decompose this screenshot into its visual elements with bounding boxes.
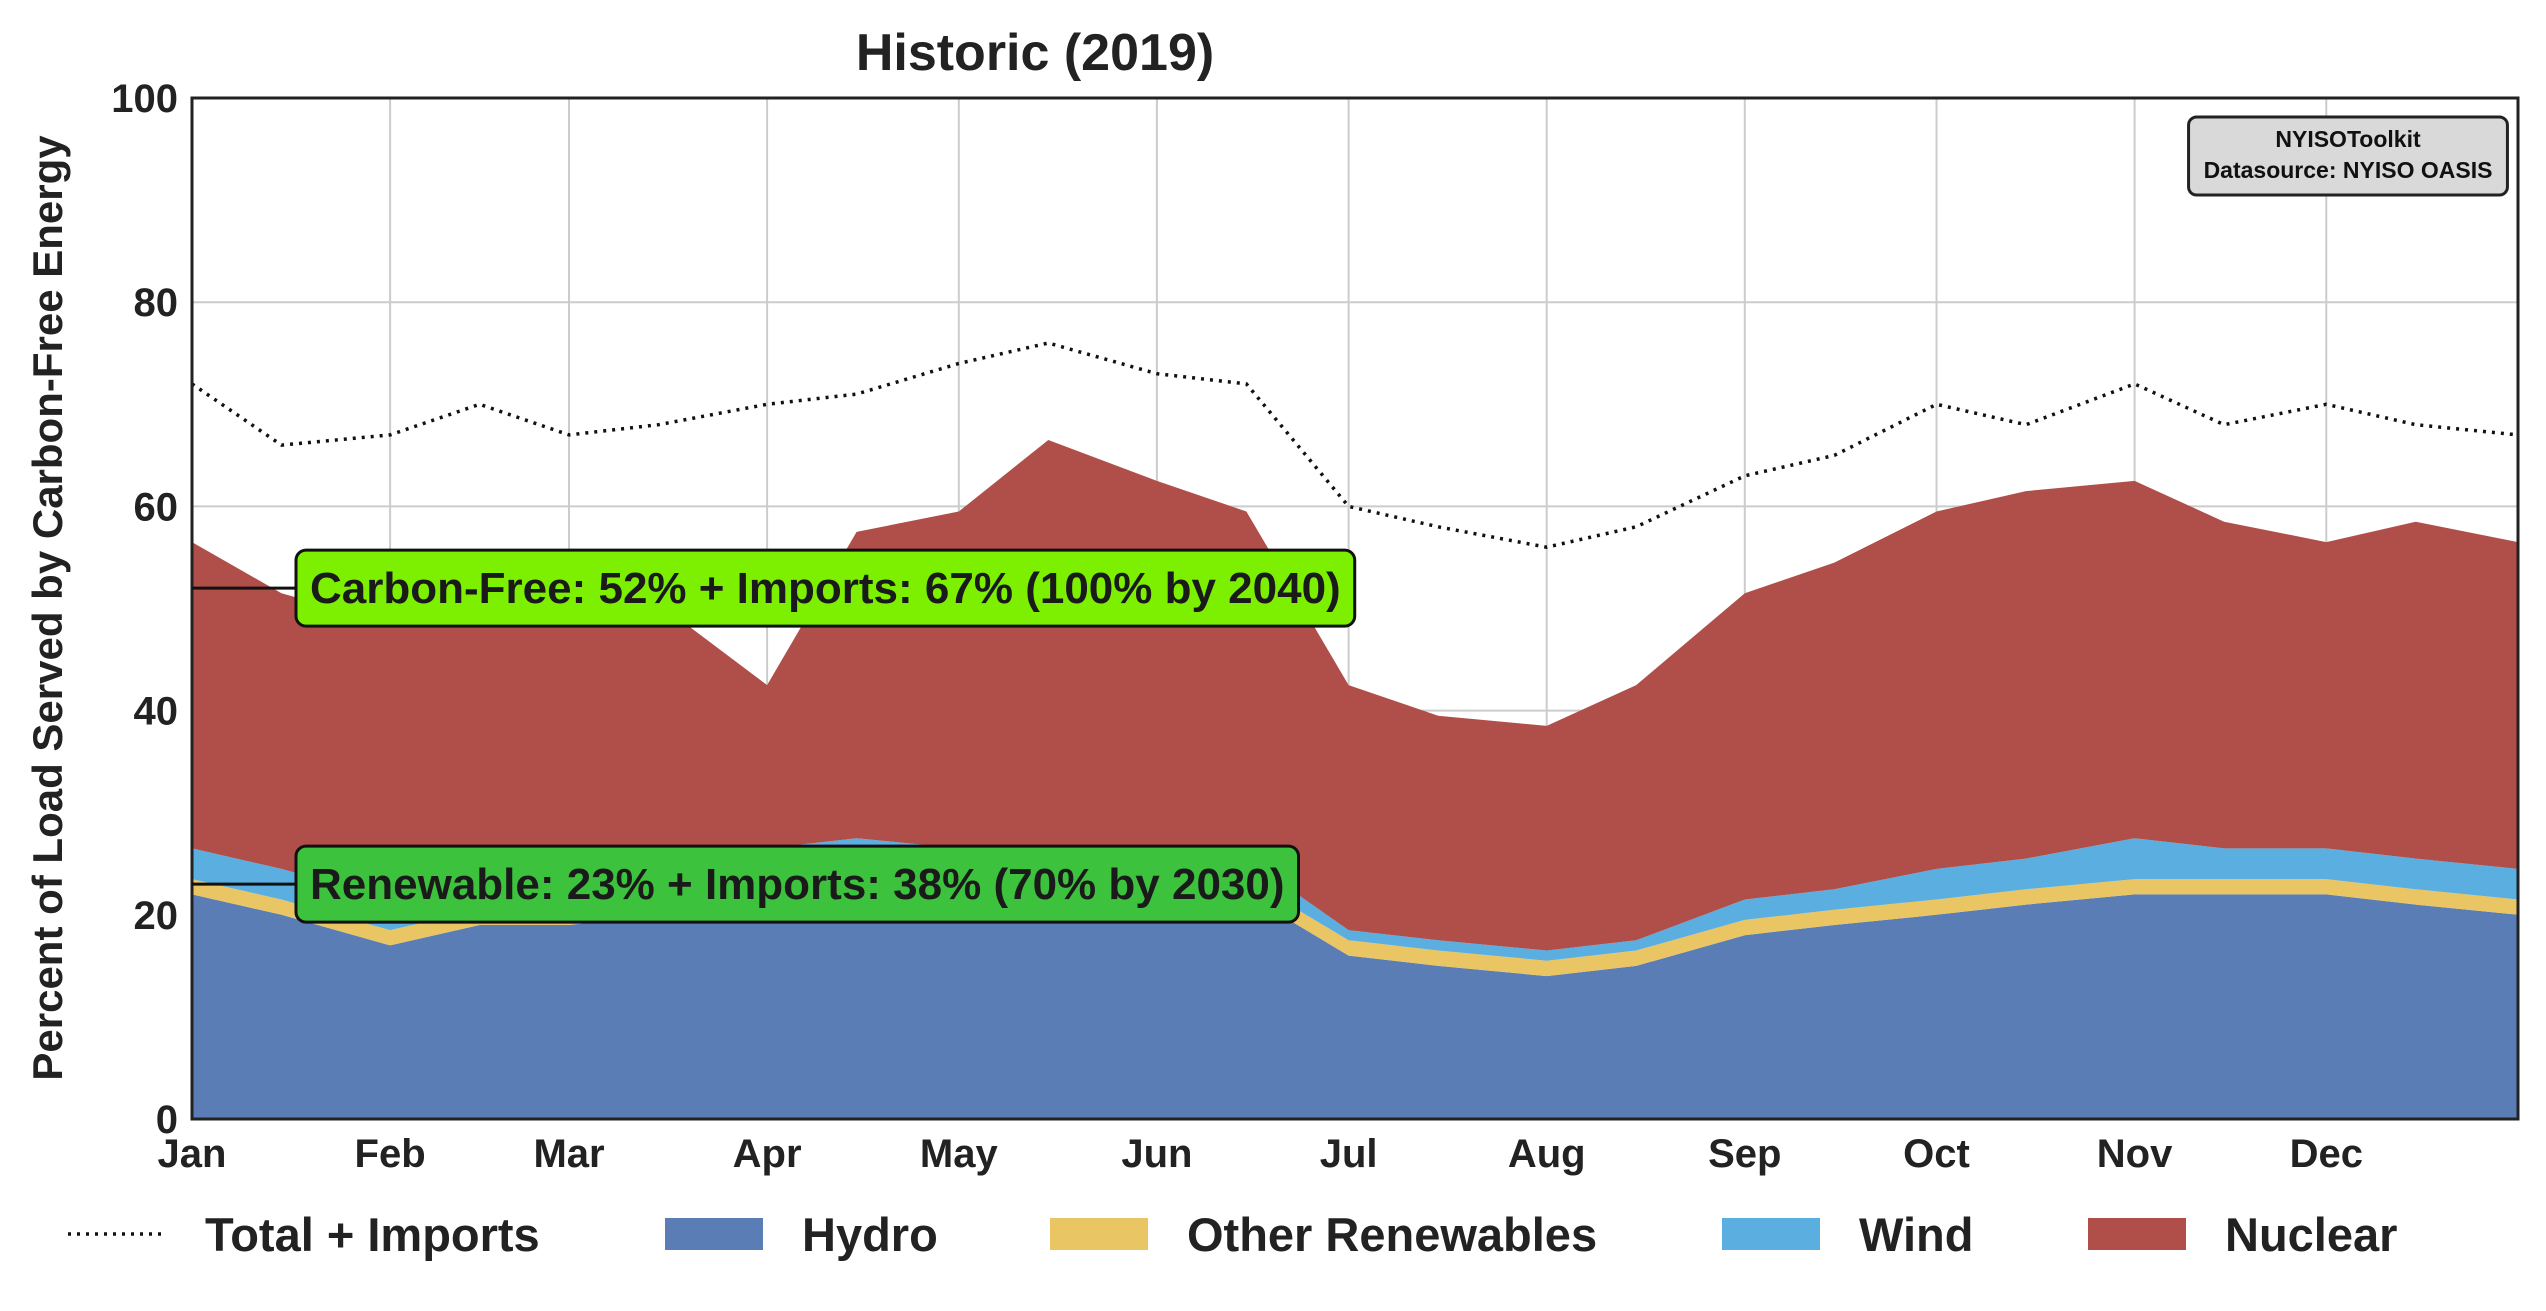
x-tick-label: Mar	[533, 1132, 604, 1176]
legend-label-nuclear: Nuclear	[2225, 1208, 2397, 1261]
x-tick-label: May	[920, 1132, 999, 1176]
x-tick-label: Jul	[1320, 1132, 1378, 1176]
annotation-text: Carbon-Free: 52% + Imports: 67% (100% by…	[310, 564, 1341, 613]
x-tick-label: Sep	[1708, 1132, 1781, 1176]
x-tick-label: Aug	[1508, 1132, 1586, 1176]
y-tick-label: 100	[111, 77, 178, 121]
legend-swatch-wind	[1722, 1218, 1820, 1250]
y-tick-label: 60	[134, 485, 179, 529]
legend-swatch-hydro	[665, 1218, 763, 1250]
y-tick-label: 0	[156, 1098, 178, 1142]
legend-label-wind: Wind	[1859, 1208, 1973, 1261]
annotation-box	[294, 548, 1357, 628]
x-ticks: Jan Feb Mar Apr May Jun Jul Aug Sep Oct Nov Dec	[158, 1132, 2363, 1176]
annotation-text: Renewable: 23% + Imports: 38% (70% by 20…	[310, 860, 1285, 909]
legend-label-other-renewables: Other Renewables	[1187, 1208, 1597, 1261]
plot-frame	[190, 96, 2520, 1121]
source-box: NYISOToolkit Datasource: NYISO OASIS	[2187, 115, 2509, 197]
legend-swatch-other-renewables	[1050, 1218, 1148, 1250]
source-box-frame	[2187, 115, 2509, 197]
area-layers	[192, 440, 2518, 1119]
annotations: Carbon-Free: 52% + Imports: 67% (100% by…	[192, 548, 1357, 924]
line-total-imports	[191, 341, 2519, 549]
x-tick-label: Oct	[1903, 1132, 1970, 1176]
x-tick-label: Jan	[158, 1132, 227, 1176]
y-tick-label: 80	[134, 281, 179, 325]
y-ticks: 0 20 40 60 80 100	[111, 77, 178, 1142]
y-axis-label: Percent of Load Served by Carbon-Free En…	[24, 135, 71, 1081]
y-tick-label: 20	[134, 894, 179, 938]
x-tick-label: Feb	[355, 1132, 426, 1176]
source-line-2: Datasource: NYISO OASIS	[2204, 157, 2493, 183]
legend-swatch-nuclear	[2088, 1218, 2186, 1250]
line-layers	[191, 341, 2519, 549]
legend-label-total-imports: Total + Imports	[205, 1208, 540, 1261]
x-tick-label: Dec	[2290, 1132, 2363, 1176]
annotation-box	[294, 844, 1301, 924]
area-nuclear	[192, 440, 2518, 951]
source-line-1: NYISOToolkit	[2275, 126, 2421, 152]
area-hydro	[192, 884, 2518, 1119]
x-tick-label: Nov	[2097, 1132, 2173, 1176]
legend-label-hydro: Hydro	[802, 1208, 938, 1261]
legend: Total + Imports Hydro Other Renewables Wind…	[68, 1208, 2397, 1261]
y-tick-label: 40	[134, 690, 179, 734]
x-tick-label: Apr	[733, 1132, 802, 1176]
chart-title: Historic (2019)	[856, 24, 1214, 82]
x-tick-label: Jun	[1121, 1132, 1192, 1176]
